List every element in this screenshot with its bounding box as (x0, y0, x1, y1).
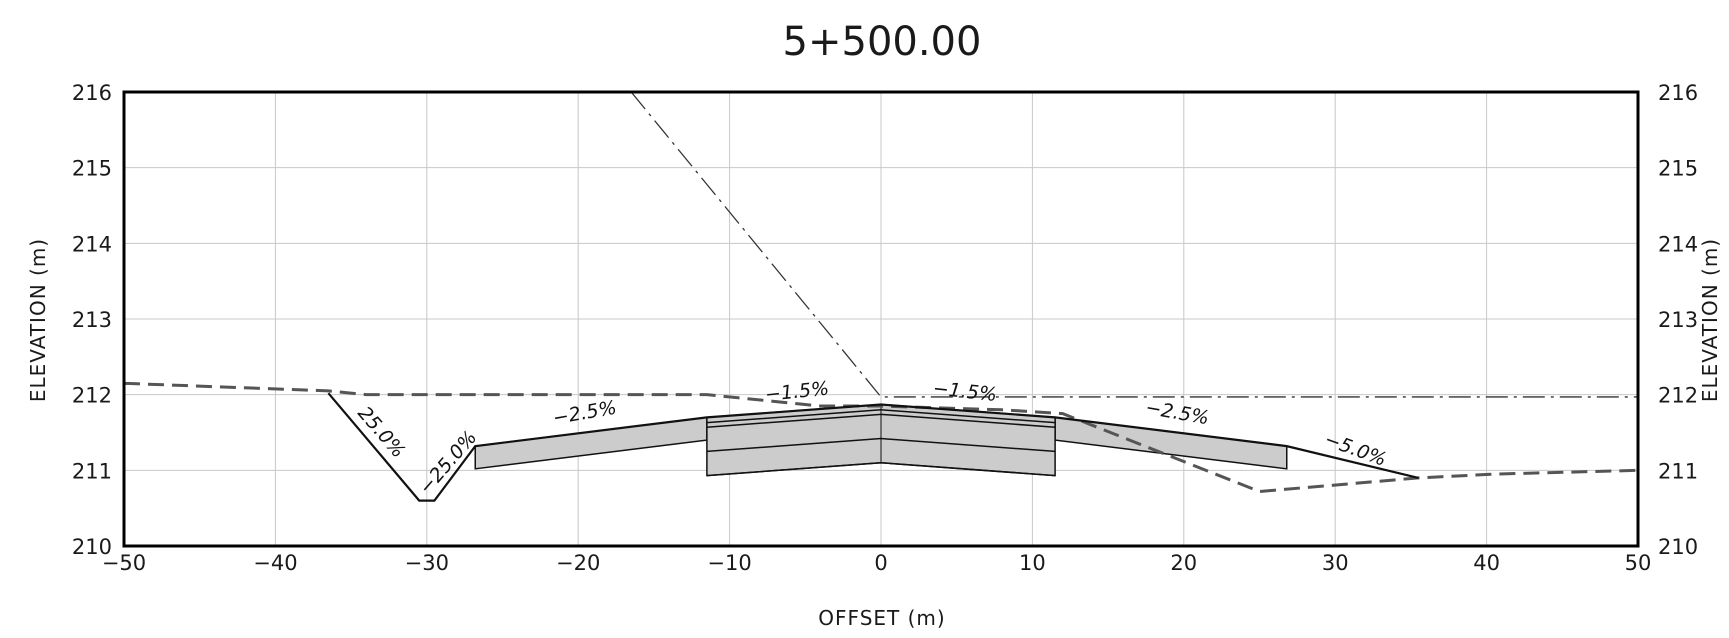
x-tick-label: −30 (405, 551, 449, 575)
x-tick-label: 50 (1625, 551, 1652, 575)
y-tick-label-left: 210 (72, 535, 112, 559)
grade-label: −1.5% (932, 377, 998, 406)
y-tick-label-left: 215 (72, 157, 112, 181)
left-shoulder (474, 416, 708, 470)
y-tick-label-right: 210 (1658, 535, 1698, 559)
y-axis-label-right: ELEVATION (m) (1698, 238, 1722, 402)
y-axis-label-left: ELEVATION (m) (26, 238, 50, 402)
x-tick-label: −40 (253, 551, 297, 575)
y-tick-label-right: 214 (1658, 232, 1698, 256)
plot-frame (122, 90, 1640, 548)
finished-grade-line (327, 392, 1419, 502)
y-tick-label-right: 216 (1658, 81, 1698, 105)
grade-label: −5.0% (1321, 428, 1389, 471)
grade-label: −2.5% (1144, 397, 1211, 430)
y-tick-label-left: 213 (72, 308, 112, 332)
x-tick-label: 30 (1322, 551, 1349, 575)
grade-label: −1.5% (764, 377, 830, 406)
x-tick-label: −10 (707, 551, 751, 575)
y-tick-label-right: 215 (1658, 157, 1698, 181)
x-tick-label: 0 (874, 551, 887, 575)
chart-title: 5+500.00 (783, 19, 982, 65)
profile-lines (123, 91, 1639, 502)
y-tick-label-right: 212 (1658, 384, 1698, 408)
x-tick-label: 10 (1019, 551, 1046, 575)
pavement-structure (474, 403, 1288, 477)
pavement-layer-line (706, 462, 1056, 477)
grade-label: −25.0% (415, 427, 482, 499)
y-tick-label-left: 212 (72, 384, 112, 408)
x-tick-label: −50 (102, 551, 146, 575)
x-tick-label: 20 (1170, 551, 1197, 575)
x-tick-label: −20 (556, 551, 600, 575)
y-tick-label-left: 214 (72, 232, 112, 256)
y-tick-label-left: 216 (72, 81, 112, 105)
y-tick-label-right: 211 (1658, 459, 1698, 483)
x-tick-label: 40 (1473, 551, 1500, 575)
grade-label: −2.5% (551, 397, 618, 430)
y-tick-label-left: 211 (72, 459, 112, 483)
y-tick-label-right: 213 (1658, 308, 1698, 332)
x-axis-label: OFFSET (m) (818, 606, 945, 630)
reference-dash-dot-line (630, 91, 1638, 398)
